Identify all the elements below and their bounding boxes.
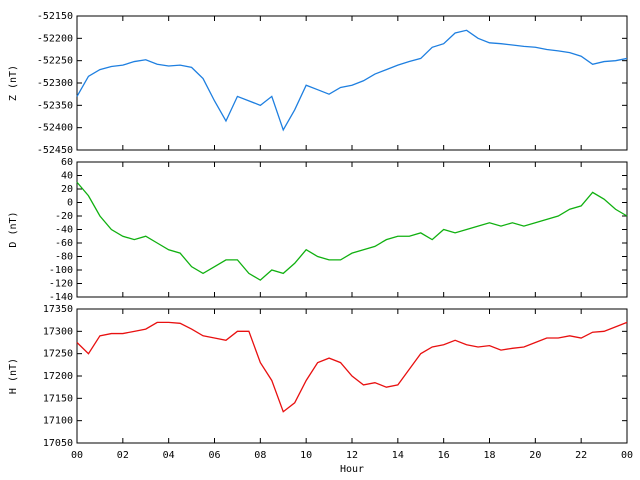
x-tick-label: 12 <box>346 450 358 461</box>
y-tick-label: 17200 <box>43 371 73 382</box>
y-axis-label: H (nT) <box>8 358 19 394</box>
y-tick-label: -80 <box>55 252 73 263</box>
y-tick-label: 0 <box>67 198 73 209</box>
data-line <box>76 321 628 413</box>
x-tick-label: 16 <box>438 450 450 461</box>
y-tick-label: -52250 <box>37 56 73 67</box>
x-tick-label: 22 <box>575 450 587 461</box>
y-tick-label: -140 <box>49 292 73 303</box>
y-tick-label: 17100 <box>43 416 73 427</box>
x-tick-label: 18 <box>483 450 495 461</box>
y-tick-label: -40 <box>55 225 73 236</box>
y-tick-label: -52300 <box>37 78 73 89</box>
x-tick-label: 20 <box>529 450 541 461</box>
y-axis-label: Z (nT) <box>8 65 19 101</box>
x-tick-label: 04 <box>163 450 175 461</box>
y-tick-label: -20 <box>55 211 73 222</box>
y-tick-label: 17250 <box>43 349 73 360</box>
data-line <box>76 29 628 132</box>
x-tick-label: 10 <box>300 450 312 461</box>
y-tick-label: 17150 <box>43 393 73 404</box>
y-tick-label: 17300 <box>43 326 73 337</box>
x-tick-label: 00 <box>71 450 83 461</box>
y-tick-label: 40 <box>61 171 73 182</box>
x-tick-label: 06 <box>208 450 220 461</box>
y-tick-label: -52200 <box>37 33 73 44</box>
y-tick-label: -120 <box>49 279 73 290</box>
y-tick-label: 20 <box>61 184 73 195</box>
x-tick-label: 08 <box>254 450 266 461</box>
panel-frame <box>76 15 628 151</box>
data-line <box>76 181 628 281</box>
panel-frame <box>76 161 628 298</box>
x-axis-label: Hour <box>340 464 364 475</box>
x-tick-label: 14 <box>392 450 404 461</box>
y-tick-label: -52150 <box>37 11 73 22</box>
y-tick-label: 17050 <box>43 438 73 449</box>
y-tick-label: -52400 <box>37 123 73 134</box>
x-tick-label: 00 <box>621 450 633 461</box>
y-axis-label: D (nT) <box>8 211 19 247</box>
x-tick-label: 02 <box>117 450 129 461</box>
y-tick-label: 17350 <box>43 304 73 315</box>
y-tick-label: -52350 <box>37 100 73 111</box>
y-tick-label: -100 <box>49 265 73 276</box>
y-tick-label: -60 <box>55 238 73 249</box>
y-tick-label: -52450 <box>37 145 73 156</box>
y-tick-label: 60 <box>61 157 73 168</box>
